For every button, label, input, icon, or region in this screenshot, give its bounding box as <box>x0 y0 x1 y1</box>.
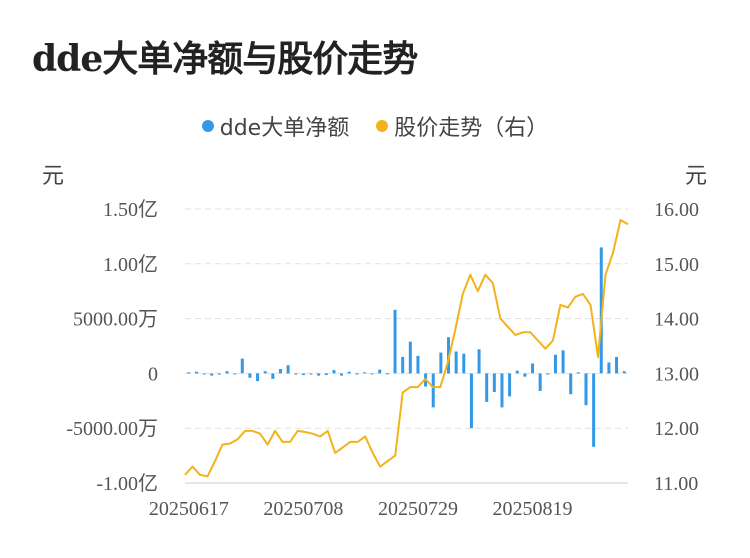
dde-bar <box>523 373 527 377</box>
dde-bar <box>355 373 359 375</box>
legend-label-price: 股价走势（右） <box>394 116 549 141</box>
dde-bar <box>531 363 535 374</box>
legend: dde大单净额 股价走势（右） <box>0 110 750 142</box>
dde-bar <box>561 350 565 374</box>
dde-bar <box>202 373 206 375</box>
left-tick-label: 1.00亿 <box>103 253 158 276</box>
dde-bar <box>256 373 260 382</box>
dde-bar <box>538 373 542 391</box>
dde-bar <box>278 369 282 374</box>
dde-bar <box>324 373 328 376</box>
legend-dot-bar <box>201 120 214 132</box>
dde-bar <box>416 355 420 374</box>
dde-bar <box>378 369 382 374</box>
left-tick-label: 5000.00万 <box>73 309 158 331</box>
dde-bar <box>225 371 229 374</box>
x-tick-label: 20250708 <box>263 498 343 520</box>
left-tick-label: 0 <box>148 363 158 385</box>
dde-bar <box>240 358 244 374</box>
dde-bar <box>347 371 351 374</box>
right-tick-label: 14.00 <box>654 309 699 331</box>
left-tick-label: -5000.00万 <box>66 418 158 440</box>
dde-bar <box>248 373 252 378</box>
dde-bar <box>370 373 374 375</box>
dde-bar <box>210 373 214 376</box>
dde-bar <box>309 373 313 375</box>
legend-label-dde: dde大单净额 <box>219 116 350 141</box>
dde-bar <box>294 373 298 375</box>
dde-bar <box>592 373 596 447</box>
dde-bar <box>553 354 557 374</box>
dde-bar <box>233 373 237 375</box>
dde-bar <box>332 370 336 374</box>
left-tick-label: 1.50亿 <box>103 198 158 221</box>
dde-bar <box>340 373 344 376</box>
left-tick-label: -1.00亿 <box>96 472 158 495</box>
dde-bar <box>385 373 389 375</box>
dde-bar <box>515 370 519 374</box>
legend-item-price[interactable]: 股价走势（右） <box>376 110 548 142</box>
dde-bar <box>271 373 275 379</box>
price-line <box>184 219 629 478</box>
dde-bar <box>431 373 435 408</box>
dde-bar <box>508 373 512 397</box>
dde-bar <box>362 372 366 374</box>
dde-bar <box>317 373 321 376</box>
x-tick-label: 20250819 <box>493 498 573 520</box>
legend-dot-line <box>376 120 389 132</box>
dde-bar <box>454 351 458 374</box>
right-axis-unit: 元 <box>685 164 708 189</box>
dde-bar <box>492 373 496 393</box>
left-axis-unit: 元 <box>42 164 65 189</box>
dde-bar <box>607 362 611 374</box>
dde-bar <box>393 309 397 374</box>
dde-bar <box>576 372 580 374</box>
chart-title: dde大单净额与股价走势 <box>32 38 418 80</box>
dde-bar <box>194 371 198 374</box>
dde-bar <box>301 373 305 376</box>
dde-bar <box>569 373 573 395</box>
dde-bar <box>622 371 626 374</box>
dde-bar <box>263 371 267 374</box>
dde-bar <box>401 356 405 374</box>
dde-bar <box>217 373 221 375</box>
dde-bar <box>500 373 504 408</box>
dde-bar <box>584 373 588 406</box>
x-tick-label: 20250729 <box>378 498 458 520</box>
dde-bar <box>286 365 290 374</box>
dde-bar <box>408 341 412 374</box>
dde-bar <box>615 356 619 374</box>
dde-bar <box>469 373 473 429</box>
dde-bar <box>439 352 443 374</box>
right-tick-label: 13.00 <box>654 363 699 385</box>
right-tick-label: 15.00 <box>654 254 699 276</box>
dde-bar <box>462 353 466 374</box>
dde-bar <box>485 373 489 402</box>
x-tick-label: 20250617 <box>149 498 229 520</box>
legend-item-dde[interactable]: dde大单净额 <box>201 110 350 142</box>
dde-bar <box>187 372 191 374</box>
right-tick-label: 16.00 <box>654 199 699 221</box>
dde-bar <box>546 373 550 375</box>
right-tick-label: 11.00 <box>654 473 698 495</box>
right-tick-label: 12.00 <box>654 418 699 440</box>
dde-bar <box>477 349 481 374</box>
